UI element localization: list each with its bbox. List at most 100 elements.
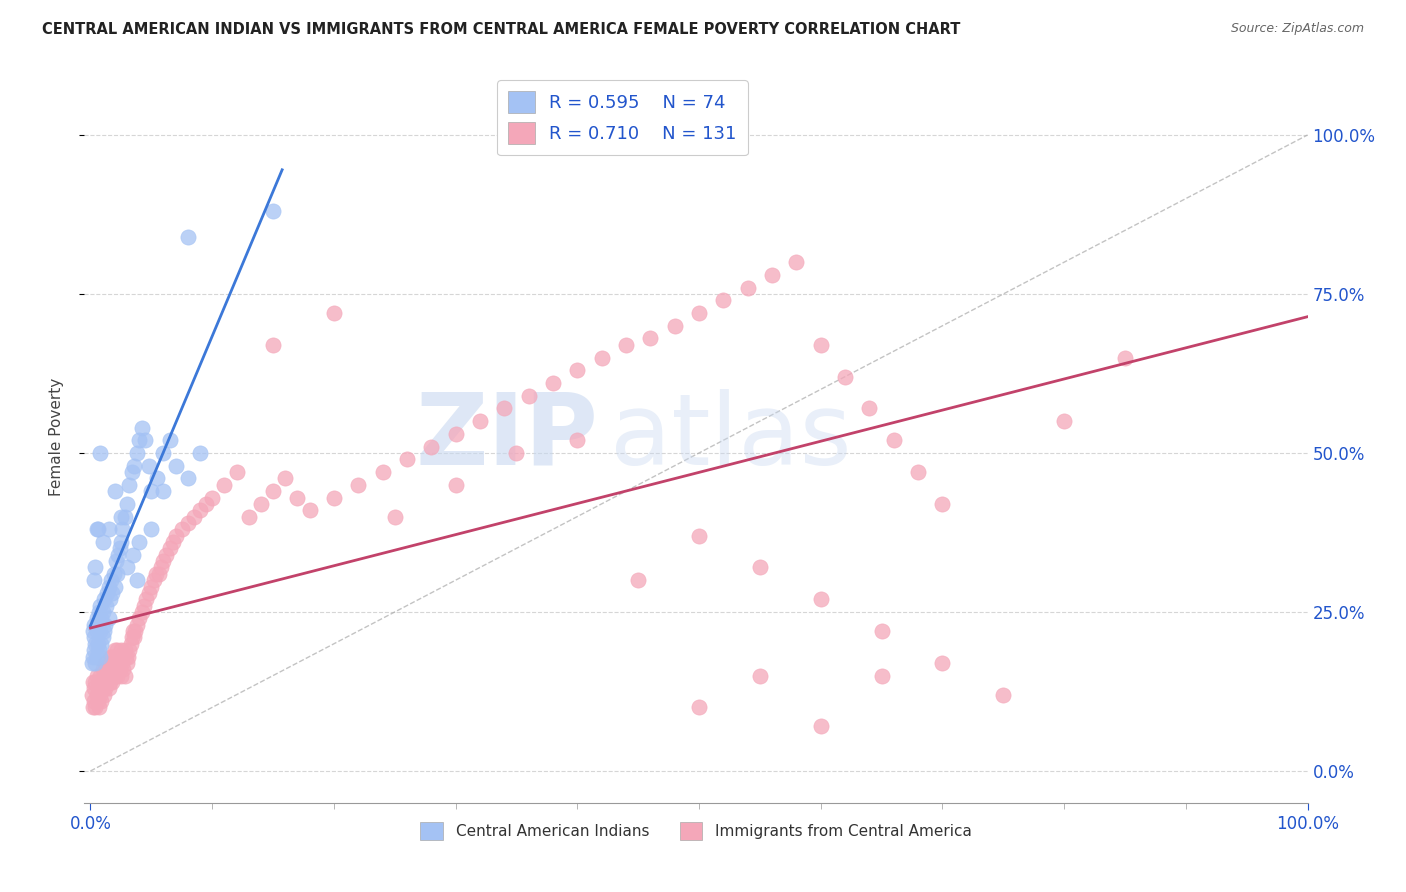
- Central American Indians: [93, 624, 115, 638]
- Immigrants from Central America: [132, 599, 155, 613]
- Immigrants from Central America: [785, 255, 807, 269]
- Immigrants from Central America: [688, 529, 710, 543]
- Immigrants from Central America: [834, 369, 856, 384]
- Central American Indians: [110, 509, 132, 524]
- Immigrants from Central America: [87, 675, 110, 690]
- Immigrants from Central America: [96, 675, 118, 690]
- Immigrants from Central America: [124, 624, 146, 638]
- Central American Indians: [89, 624, 111, 638]
- Immigrants from Central America: [87, 681, 110, 696]
- Central American Indians: [96, 599, 118, 613]
- Immigrants from Central America: [87, 694, 110, 708]
- Immigrants from Central America: [567, 434, 589, 448]
- Legend: Central American Indians, Immigrants from Central America: Central American Indians, Immigrants fro…: [415, 815, 977, 847]
- Immigrants from Central America: [214, 477, 236, 491]
- Central American Indians: [89, 599, 111, 613]
- Central American Indians: [89, 649, 111, 664]
- Immigrants from Central America: [688, 700, 710, 714]
- Immigrants from Central America: [640, 331, 662, 345]
- Immigrants from Central America: [86, 688, 108, 702]
- Immigrants from Central America: [105, 643, 128, 657]
- Immigrants from Central America: [91, 681, 114, 696]
- Immigrants from Central America: [117, 649, 139, 664]
- Immigrants from Central America: [155, 548, 177, 562]
- Immigrants from Central America: [931, 497, 953, 511]
- Central American Indians: [83, 617, 105, 632]
- Immigrants from Central America: [108, 662, 131, 676]
- Central American Indians: [83, 643, 105, 657]
- Central American Indians: [87, 637, 110, 651]
- Immigrants from Central America: [100, 662, 122, 676]
- Central American Indians: [97, 522, 120, 536]
- Immigrants from Central America: [810, 338, 832, 352]
- Immigrants from Central America: [152, 554, 174, 568]
- Central American Indians: [80, 656, 103, 670]
- Immigrants from Central America: [162, 535, 184, 549]
- Central American Indians: [114, 509, 136, 524]
- Immigrants from Central America: [737, 280, 759, 294]
- Central American Indians: [188, 446, 211, 460]
- Central American Indians: [96, 586, 118, 600]
- Central American Indians: [125, 446, 148, 460]
- Central American Indians: [90, 611, 112, 625]
- Central American Indians: [115, 497, 138, 511]
- Immigrants from Central America: [138, 586, 160, 600]
- Central American Indians: [152, 484, 174, 499]
- Immigrants from Central America: [90, 694, 112, 708]
- Immigrants from Central America: [322, 306, 344, 320]
- Central American Indians: [86, 611, 108, 625]
- Immigrants from Central America: [96, 662, 118, 676]
- Immigrants from Central America: [810, 592, 832, 607]
- Central American Indians: [118, 477, 141, 491]
- Immigrants from Central America: [688, 306, 710, 320]
- Central American Indians: [87, 617, 110, 632]
- Immigrants from Central America: [110, 643, 132, 657]
- Central American Indians: [101, 586, 124, 600]
- Immigrants from Central America: [105, 668, 128, 682]
- Immigrants from Central America: [195, 497, 218, 511]
- Central American Indians: [83, 573, 105, 587]
- Central American Indians: [177, 229, 200, 244]
- Immigrants from Central America: [444, 477, 467, 491]
- Immigrants from Central America: [114, 643, 136, 657]
- Immigrants from Central America: [125, 617, 148, 632]
- Immigrants from Central America: [94, 681, 117, 696]
- Immigrants from Central America: [371, 465, 394, 479]
- Central American Indians: [82, 649, 104, 664]
- Central American Indians: [87, 643, 110, 657]
- Immigrants from Central America: [131, 605, 153, 619]
- Central American Indians: [177, 471, 200, 485]
- Immigrants from Central America: [468, 414, 491, 428]
- Immigrants from Central America: [98, 675, 121, 690]
- Central American Indians: [105, 554, 128, 568]
- Immigrants from Central America: [627, 573, 650, 587]
- Central American Indians: [122, 548, 145, 562]
- Immigrants from Central America: [591, 351, 613, 365]
- Immigrants from Central America: [80, 688, 103, 702]
- Central American Indians: [94, 617, 117, 632]
- Central American Indians: [86, 624, 108, 638]
- Central American Indians: [89, 446, 111, 460]
- Immigrants from Central America: [541, 376, 564, 390]
- Central American Indians: [91, 631, 114, 645]
- Central American Indians: [83, 631, 105, 645]
- Immigrants from Central America: [122, 631, 145, 645]
- Immigrants from Central America: [444, 426, 467, 441]
- Immigrants from Central America: [1114, 351, 1136, 365]
- Immigrants from Central America: [183, 509, 205, 524]
- Central American Indians: [97, 580, 120, 594]
- Central American Indians: [97, 611, 120, 625]
- Immigrants from Central America: [159, 541, 181, 556]
- Immigrants from Central America: [83, 694, 105, 708]
- Immigrants from Central America: [883, 434, 905, 448]
- Immigrants from Central America: [262, 484, 284, 499]
- Immigrants from Central America: [274, 471, 297, 485]
- Immigrants from Central America: [494, 401, 516, 416]
- Immigrants from Central America: [262, 338, 284, 352]
- Immigrants from Central America: [170, 522, 193, 536]
- Central American Indians: [159, 434, 181, 448]
- Immigrants from Central America: [111, 656, 134, 670]
- Central American Indians: [86, 649, 108, 664]
- Immigrants from Central America: [931, 656, 953, 670]
- Immigrants from Central America: [89, 688, 111, 702]
